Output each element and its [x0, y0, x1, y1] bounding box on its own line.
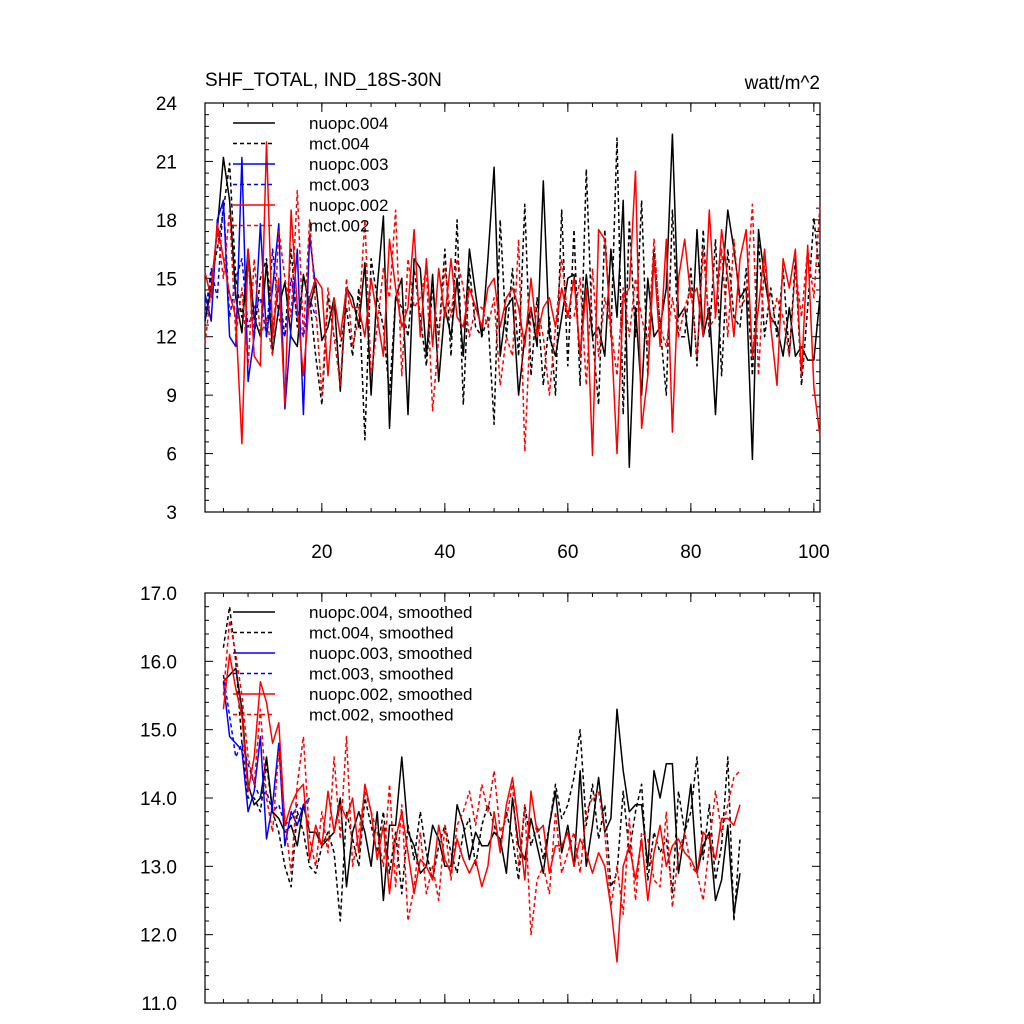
legend-label: mct.002, smoothed — [309, 706, 454, 725]
y-tick-label: 12.0 — [140, 926, 177, 947]
y-tick-label: 18 — [156, 211, 177, 232]
top-series-lines — [204, 133, 821, 468]
y-tick-label: 11.0 — [141, 994, 177, 1015]
x-tick-label: 60 — [557, 542, 578, 563]
x-tick-label: 100 — [798, 542, 830, 563]
legend-label: nuopc.002, smoothed — [309, 685, 473, 704]
x-tick-label: 80 — [680, 542, 701, 563]
series-line — [204, 199, 317, 338]
series-line — [222, 605, 741, 922]
y-tick-label: 3 — [166, 503, 177, 524]
legend-label: mct.002 — [309, 217, 369, 236]
legend-label: mct.004, smoothed — [309, 624, 454, 643]
chart-title: SHF_TOTAL, IND_18S-30N — [205, 70, 442, 91]
bottom-panel: 11.0 12.0 13.0 14.0 15.0 16.0 17.0 nuopc.004, … — [140, 584, 821, 1015]
legend-label: nuopc.003, smoothed — [309, 644, 473, 663]
y-tick-label: 12 — [156, 328, 177, 349]
x-tick-label: 40 — [434, 542, 455, 563]
legend-label: mct.004 — [309, 135, 369, 154]
legend-label: mct.003 — [309, 176, 369, 195]
series-line — [204, 189, 821, 453]
bottom-series-lines — [222, 605, 741, 963]
top-plot-frame — [204, 102, 821, 513]
y-tick-label: 15 — [156, 269, 177, 290]
y-tick-label: 17.0 — [140, 584, 177, 605]
top-ticks: 3 6 9 12 15 18 21 24 20 40 60 80 100 — [156, 94, 830, 563]
series-line — [222, 667, 741, 915]
legend-label: nuopc.002 — [309, 196, 388, 215]
x-tick-label: 20 — [311, 542, 332, 563]
series-line — [222, 653, 741, 963]
legend-label: nuopc.004, smoothed — [309, 603, 473, 622]
legend-label: mct.003, smoothed — [309, 665, 454, 684]
legend-label: nuopc.003 — [309, 155, 388, 174]
y-tick-label: 14.0 — [140, 789, 177, 810]
top-panel: SHF_TOTAL, IND_18S-30N watt/m^2 3 6 9 12 15 1… — [156, 70, 830, 563]
units-label: watt/m^2 — [744, 73, 820, 94]
y-tick-label: 15.0 — [140, 721, 177, 742]
y-tick-label: 9 — [166, 386, 177, 407]
y-tick-label: 21 — [156, 152, 177, 173]
series-line — [222, 681, 311, 847]
y-tick-label: 6 — [166, 445, 177, 466]
bottom-ticks: 11.0 12.0 13.0 14.0 15.0 16.0 17.0 — [140, 584, 820, 1015]
y-tick-label: 24 — [156, 94, 178, 115]
legend-label: nuopc.004 — [309, 114, 388, 133]
y-tick-label: 16.0 — [140, 652, 177, 673]
y-tick-label: 13.0 — [140, 857, 177, 878]
